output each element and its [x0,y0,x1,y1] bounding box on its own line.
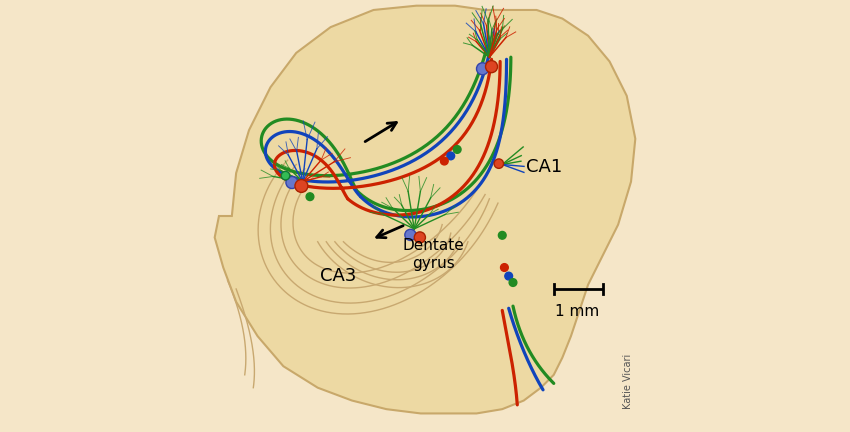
Circle shape [414,232,426,243]
Circle shape [494,159,503,168]
Polygon shape [215,6,635,413]
Text: CA3: CA3 [320,267,356,285]
Circle shape [286,177,298,188]
Circle shape [453,146,461,153]
Text: Katie Vicari: Katie Vicari [623,354,633,409]
Circle shape [281,172,290,180]
Circle shape [498,232,506,239]
Circle shape [306,193,314,200]
Text: CA1: CA1 [526,158,562,176]
Circle shape [505,272,513,280]
Text: 1 mm: 1 mm [555,304,599,319]
Circle shape [509,279,517,286]
Text: Dentate
gyrus: Dentate gyrus [403,238,464,271]
Circle shape [477,63,489,75]
Circle shape [485,60,497,73]
Circle shape [447,152,455,160]
Circle shape [440,157,448,165]
Circle shape [295,180,308,192]
Circle shape [405,229,416,241]
Circle shape [501,264,508,271]
